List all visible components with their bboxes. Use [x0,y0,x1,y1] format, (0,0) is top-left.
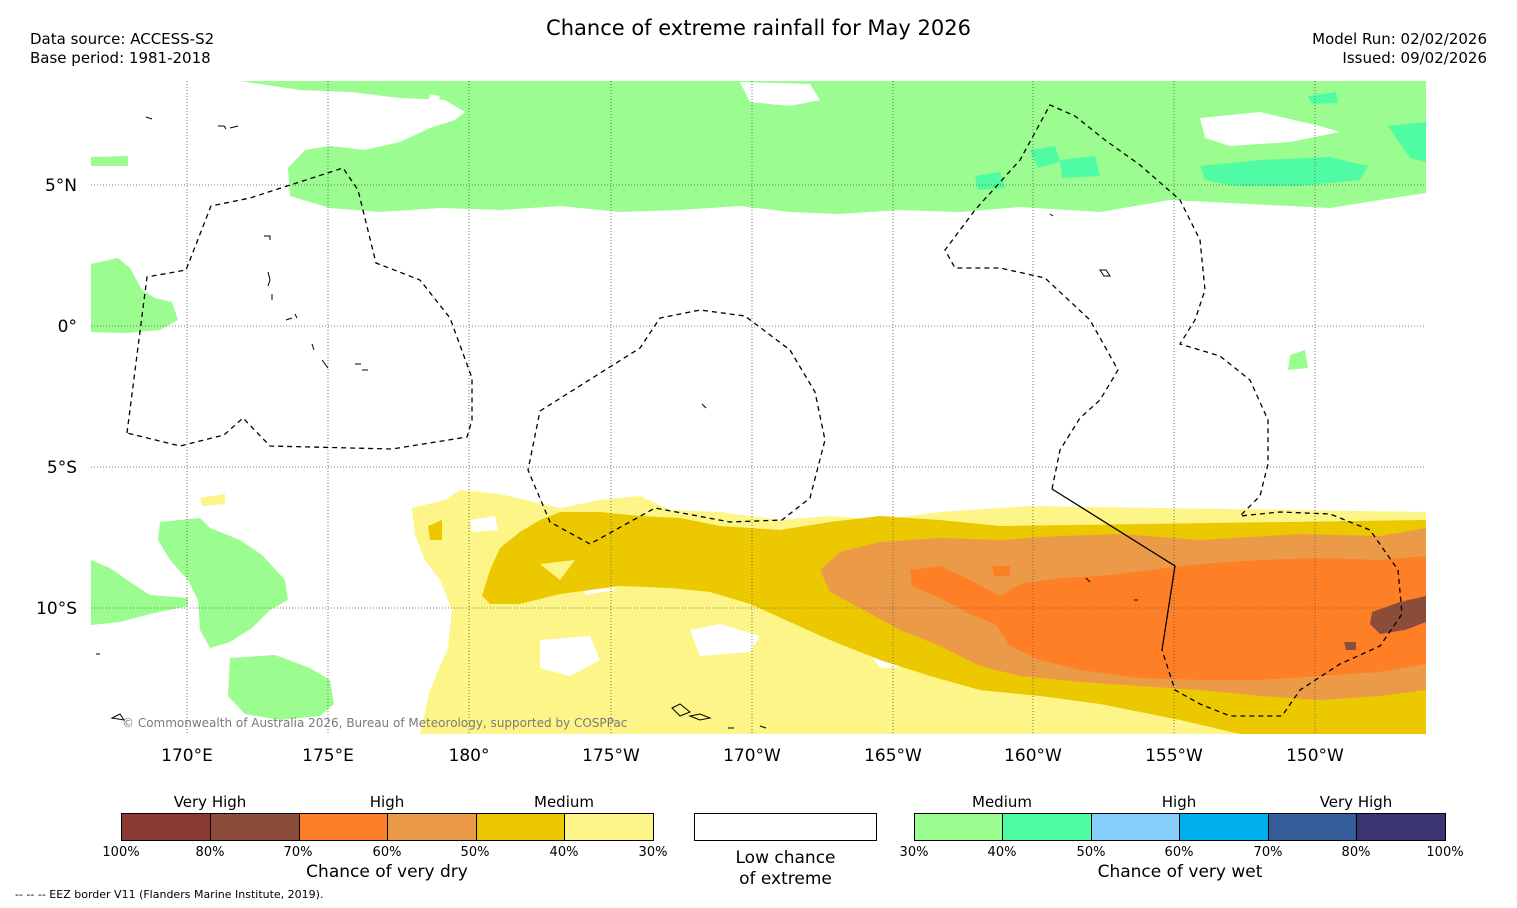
wet-tick-60: 60% [1164,845,1194,860]
wet-40-50-region [1388,122,1426,162]
eez-borders [126,104,1403,717]
dry-swatch-50-60 [387,813,477,841]
wet-cat-very-high: Very High [1319,793,1393,811]
islands [96,116,1138,729]
map-title: Chance of extreme rainfall for May 2026 [546,16,971,40]
wet-tick-70: 70% [1253,845,1283,860]
dry-cat-high: High [369,793,405,811]
dry-tick-30: 30% [638,845,668,860]
eez-footnote: -- -- -- EEZ border V11 (Flanders Marine… [15,888,324,901]
data-source: Data source: ACCESS-S2 [30,30,215,48]
lat-label-0: 0° [57,317,77,337]
low-chance-title-line2: of extreme [739,869,832,889]
dry-tick-60: 60% [372,845,402,860]
graticule [91,81,1426,734]
low-chance-title-line1: Low chance [735,848,836,868]
wet-swatch-30-40 [914,813,1004,841]
boundary-line [1051,488,1176,651]
wet-medium-region [158,518,288,648]
lat-label-5n: 5°N [44,176,77,196]
wet-40-50-region [1030,146,1060,168]
wet-tick-80: 80% [1341,845,1371,860]
base-period: Base period: 1981-2018 [30,49,211,67]
lon-label-160w: 160°W [1004,746,1062,766]
wet-tick-50: 50% [1076,845,1106,860]
wet-swatch-40-50 [1002,813,1092,841]
wet-legend-title: Chance of very wet [1097,862,1263,882]
wet-swatch-50-60 [1091,813,1181,841]
wet-cat-medium: Medium [972,793,1032,811]
lat-label-5s: 5°S [46,458,77,478]
dry-swatch-80-100 [121,813,211,841]
wet-swatch-80-100 [1356,813,1446,841]
copyright-notice: © Commonwealth of Australia 2026, Bureau… [122,716,628,730]
lon-label-180: 180° [448,746,490,766]
dry-30-40-region [200,494,225,506]
lon-label-170w: 170°W [723,746,781,766]
dry-swatch-30-40 [564,813,654,841]
dry-tick-100: 100% [102,845,140,860]
dry-swatch-40-50 [476,813,566,841]
dry-cat-medium: Medium [534,793,594,811]
dry-tick-80: 80% [195,845,225,860]
wet-cat-high: High [1161,793,1197,811]
wet-40-50-region [1308,92,1338,104]
dry-60-70-region [910,556,1426,680]
lon-label-155w: 155°W [1145,746,1203,766]
wet-medium-region [91,156,128,166]
dry-swatch-70-80 [210,813,300,841]
wet-medium-region [91,258,178,333]
wet-swatch-70-80 [1268,813,1358,841]
wet-40-50-region [1200,157,1368,186]
dry-tick-50: 50% [460,845,490,860]
dry-40-50-region [428,520,442,540]
lon-label-150w: 150°W [1286,746,1344,766]
lon-label-175w: 175°W [582,746,640,766]
wet-40-50-region [1060,156,1100,178]
issued-date: Issued: 09/02/2026 [1342,49,1487,67]
lon-label-165w: 165°W [864,746,922,766]
dry-70-80-region [1344,642,1356,650]
dry-legend-title: Chance of very dry [306,862,468,882]
low-chance-swatch [694,813,877,841]
wet-swatch-60-70 [1179,813,1269,841]
wet-tick-30: 30% [899,845,929,860]
wet-medium-region [1288,350,1308,370]
wet-tick-40: 40% [987,845,1017,860]
dry-tick-70: 70% [283,845,313,860]
dry-70-80-region [1370,596,1426,634]
wet-medium-region [240,81,1426,214]
dry-tick-40: 40% [549,845,579,860]
wet-medium-region [91,560,188,625]
dry-60-70-region [992,566,1010,576]
dry-swatch-60-70 [299,813,389,841]
dry-cat-very-high: Very High [173,793,247,811]
wet-tick-100: 100% [1426,845,1464,860]
lon-label-170e: 170°E [161,746,213,766]
map-canvas [91,81,1426,734]
lat-label-10s: 10°S [36,599,77,619]
lon-label-175e: 175°E [302,746,354,766]
model-run: Model Run: 02/02/2026 [1312,30,1487,48]
wet-medium-region [228,655,334,720]
